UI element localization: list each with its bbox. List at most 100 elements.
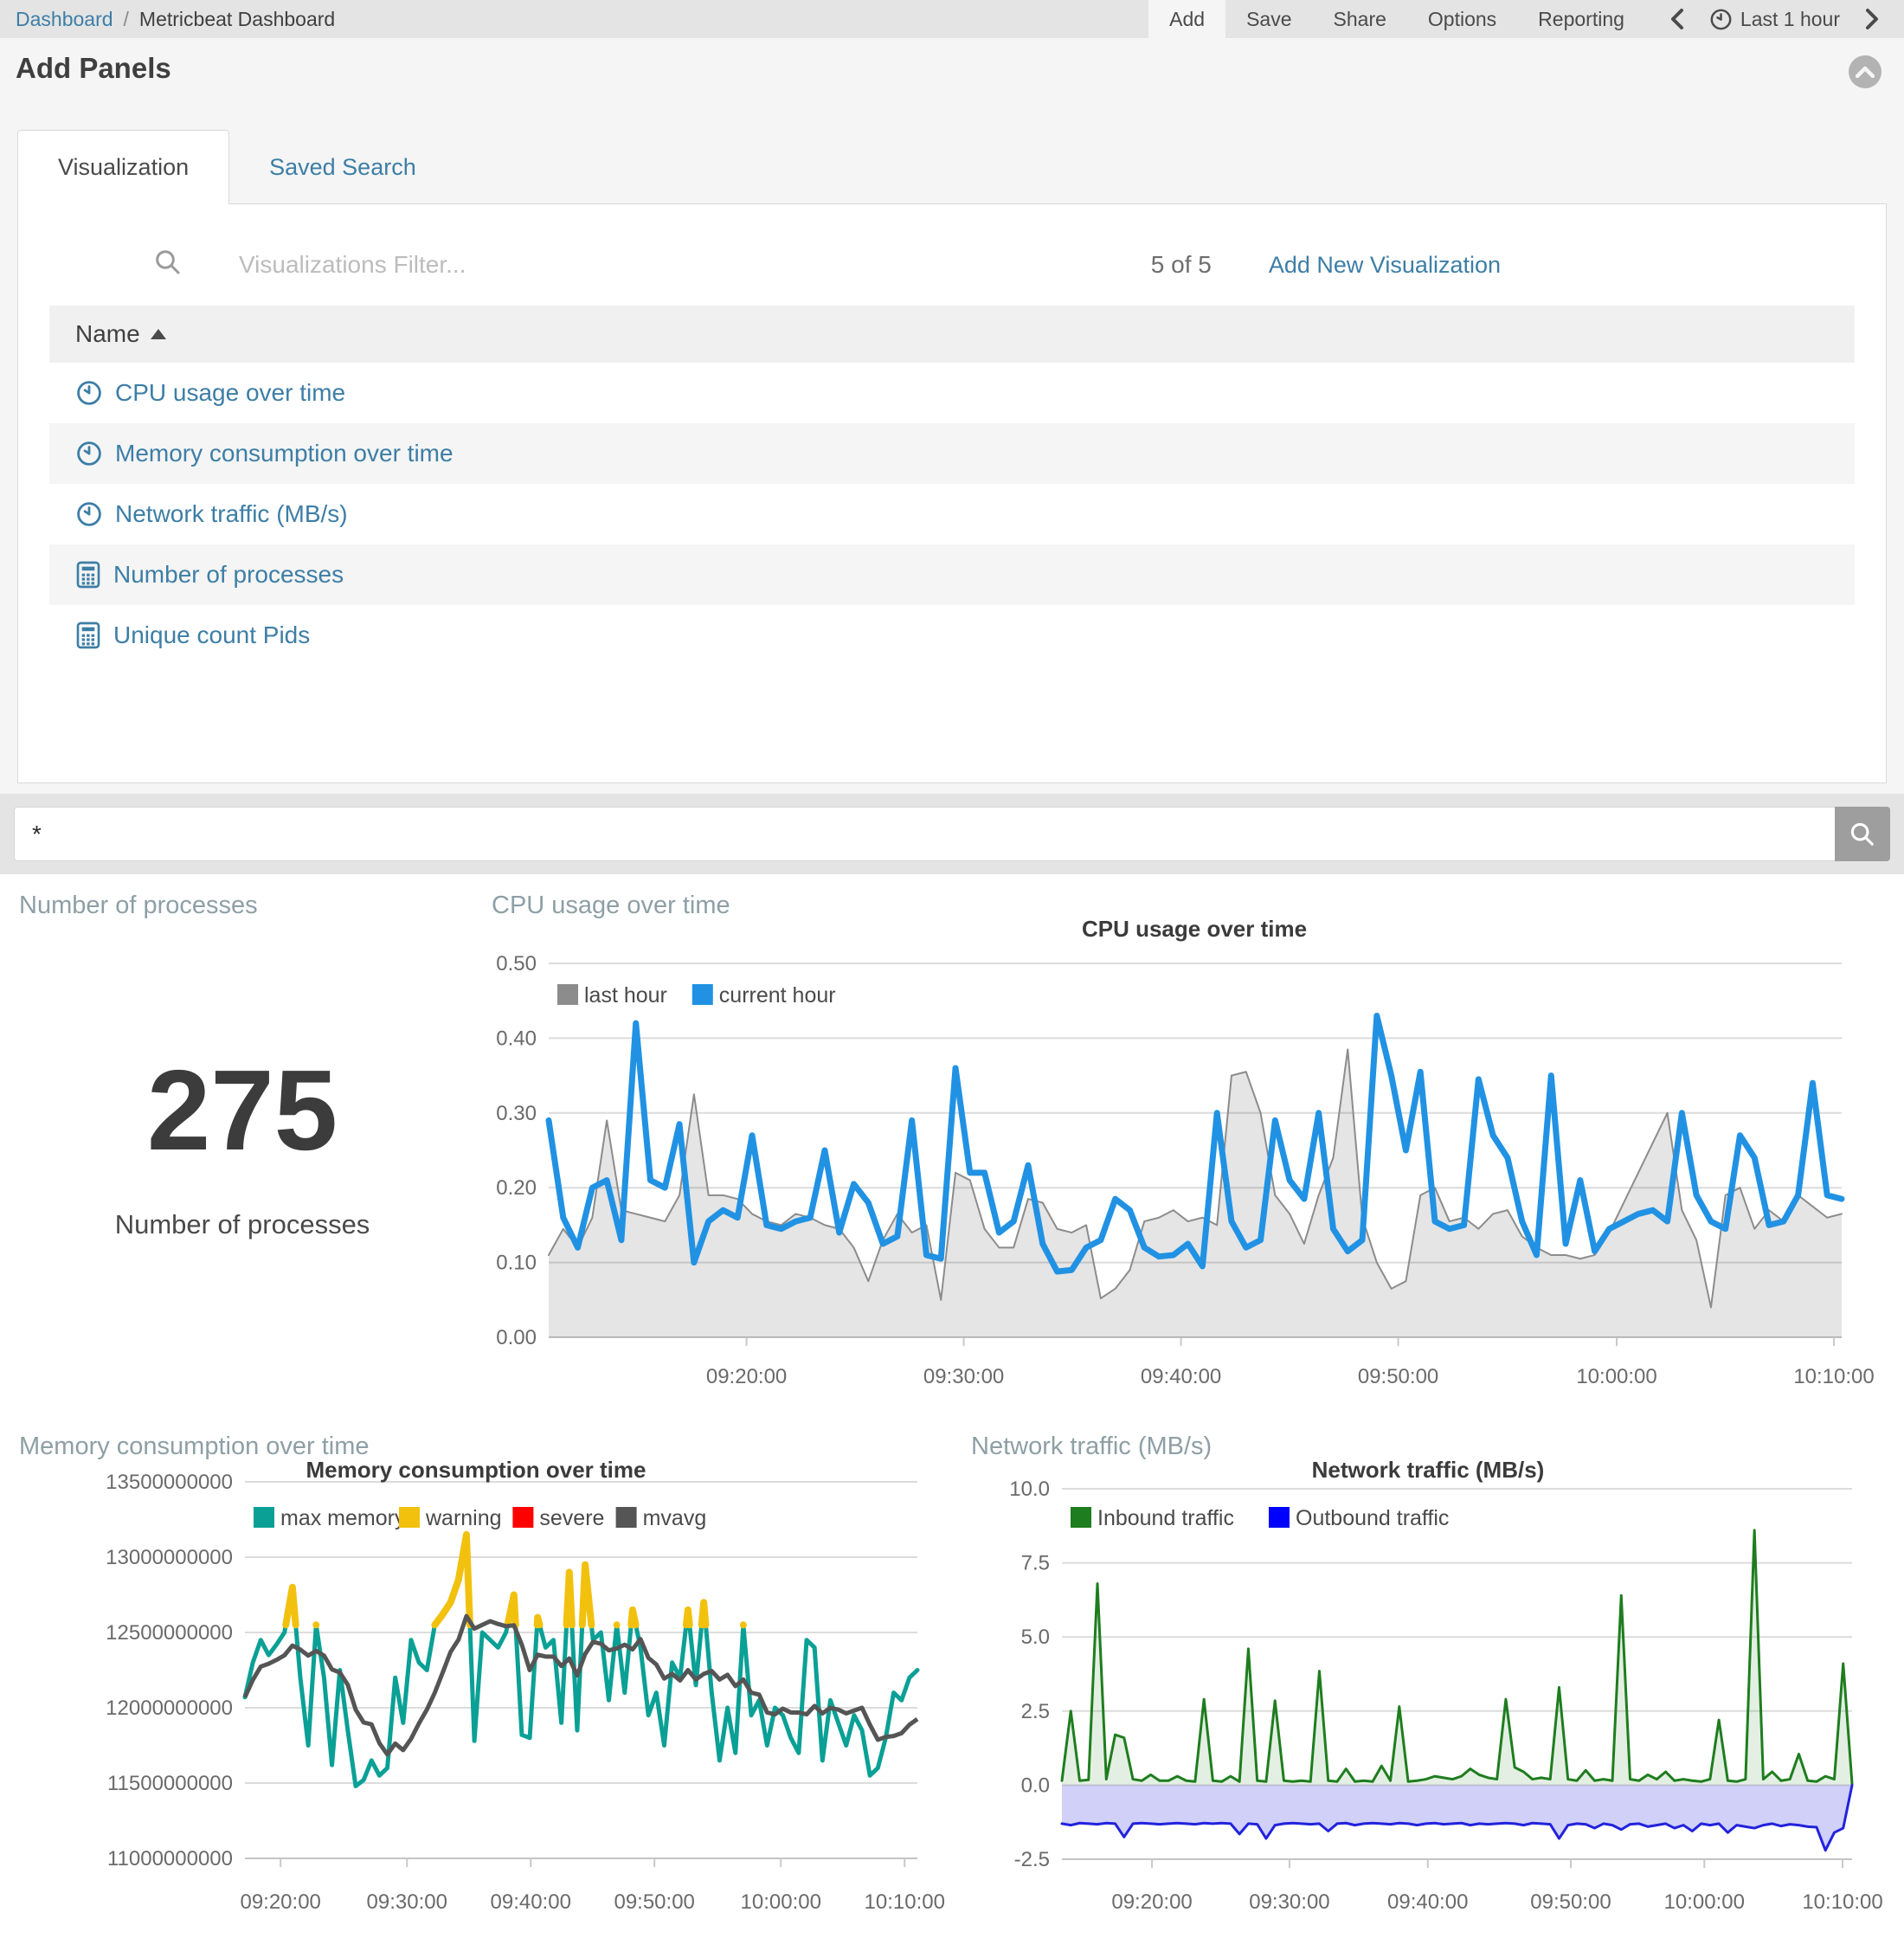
menu-item-reporting[interactable]: Reporting	[1538, 7, 1624, 30]
visualization-rows: CPU usage over time Memory consumption ov…	[49, 363, 1855, 666]
svg-text:12500000000: 12500000000	[106, 1621, 233, 1645]
svg-text:0.40: 0.40	[496, 1027, 537, 1050]
add-new-visualization-link[interactable]: Add New Visualization	[1268, 251, 1501, 278]
svg-text:09:40:00: 09:40:00	[1141, 1365, 1221, 1388]
time-back-button[interactable]	[1645, 8, 1709, 30]
panel-title: CPU usage over time	[492, 892, 730, 919]
time-range-label: Last 1 hour	[1740, 7, 1840, 30]
viz-list-item-unique-count-pids[interactable]: Unique count Pids	[49, 605, 1855, 666]
svg-text:09:50:00: 09:50:00	[1358, 1365, 1438, 1388]
menu-item-share[interactable]: Share	[1333, 7, 1386, 30]
legend-item-warning: warning	[399, 1506, 502, 1530]
menu-item-save[interactable]: Save	[1246, 7, 1292, 30]
breadcrumb-dashboard-link[interactable]: Dashboard	[16, 7, 113, 30]
query-bar	[0, 794, 1904, 874]
dashboard-grid: Number of processes 275 Number of proces…	[0, 874, 1904, 1934]
tab-saved-search-label: Saved Search	[269, 153, 416, 180]
svg-text:09:50:00: 09:50:00	[614, 1890, 694, 1914]
svg-text:0.20: 0.20	[496, 1176, 537, 1200]
svg-text:Network traffic (MB/s): Network traffic (MB/s)	[1312, 1457, 1545, 1483]
viz-list-item-cpu-usage-over-time[interactable]: CPU usage over time	[49, 363, 1855, 423]
search-icon	[152, 247, 183, 282]
svg-text:0.00: 0.00	[496, 1326, 537, 1349]
search-icon	[1850, 822, 1874, 846]
svg-text:warning: warning	[425, 1506, 502, 1530]
svg-text:0.0: 0.0	[1021, 1774, 1050, 1797]
svg-text:09:20:00: 09:20:00	[706, 1365, 787, 1388]
svg-text:2.5: 2.5	[1021, 1700, 1050, 1723]
viz-list-item-label: Network traffic (MB/s)	[115, 500, 348, 527]
viz-list-item-label: CPU usage over time	[115, 379, 346, 406]
add-panels-title: Add Panels	[16, 52, 171, 84]
query-input[interactable]	[14, 807, 1835, 861]
panel-title: Number of processes	[19, 892, 258, 919]
visualization-filter-row: 5 of 5 Add New Visualization	[18, 243, 1886, 287]
panel-memory-consumption: Memory consumption over time 11000000000…	[0, 1424, 952, 1934]
svg-text:10.0: 10.0	[1009, 1478, 1050, 1501]
cpu-usage-chart[interactable]: 0.00 0.10 0.20 0.30 0.40 0.50 09:20:00 09:30:00…	[485, 883, 1904, 1428]
svg-text:10:00:00: 10:00:00	[741, 1890, 821, 1914]
svg-text:13000000000: 13000000000	[106, 1546, 233, 1569]
visualizations-filter-input[interactable]	[239, 243, 1018, 287]
timeseries-icon	[75, 500, 103, 528]
tab-saved-search[interactable]: Saved Search	[229, 130, 456, 204]
svg-text:Memory consumption over time: Memory consumption over time	[306, 1457, 646, 1483]
legend-item-max-memory: max memory	[254, 1506, 406, 1530]
viz-list-item-label: Unique count Pids	[113, 621, 311, 648]
metric-icon	[75, 621, 101, 649]
viz-list-item-memory-consumption-over-time[interactable]: Memory consumption over time	[49, 423, 1855, 484]
memory-consumption-chart[interactable]: 11000000000 11500000000 12000000000 1250000…	[0, 1424, 952, 1934]
network-traffic-chart[interactable]: -2.5 0.0 2.5 5.0 7.5 10.0 09:20:00 09:30:00 09:4…	[952, 1424, 1904, 1934]
tab-visualization-label: Visualization	[58, 154, 190, 180]
metric-visualization: 275 Number of processes	[0, 1047, 485, 1240]
svg-text:09:40:00: 09:40:00	[491, 1890, 571, 1914]
query-search-button[interactable]	[1835, 807, 1890, 861]
tab-visualization[interactable]: Visualization	[17, 130, 230, 204]
svg-text:0.50: 0.50	[496, 952, 537, 975]
svg-text:10:00:00: 10:00:00	[1576, 1365, 1656, 1388]
legend-item-mvavg: mvavg	[615, 1506, 707, 1530]
svg-text:0.30: 0.30	[496, 1102, 537, 1125]
svg-text:Inbound traffic: Inbound traffic	[1097, 1506, 1234, 1530]
svg-text:09:50:00: 09:50:00	[1530, 1890, 1611, 1914]
svg-text:11000000000: 11000000000	[107, 1847, 233, 1870]
visualization-tab-content: 5 of 5 Add New Visualization Name CPU us…	[17, 203, 1887, 783]
panel-cpu-usage: CPU usage over time 0.00 0.10 0.20 0.30 0.40…	[485, 883, 1904, 1428]
panel-number-of-processes: Number of processes 275 Number of proces…	[0, 883, 485, 1411]
top-navbar: Dashboard / Metricbeat Dashboard Add Save…	[0, 0, 1904, 38]
time-picker: Last 1 hour	[1645, 0, 1904, 38]
metric-label: Number of processes	[114, 1209, 370, 1240]
svg-text:max memory: max memory	[280, 1506, 406, 1530]
svg-text:09:20:00: 09:20:00	[240, 1890, 320, 1914]
collapse-panel-button[interactable]	[1849, 55, 1881, 88]
svg-text:11500000000: 11500000000	[107, 1772, 233, 1795]
time-range-button[interactable]: Last 1 hour	[1709, 8, 1840, 31]
timeseries-icon	[75, 440, 103, 467]
panel-title: Memory consumption over time	[19, 1433, 370, 1460]
svg-text:mvavg: mvavg	[643, 1506, 707, 1530]
panel-title: Network traffic (MB/s)	[971, 1433, 1213, 1460]
menu-item-options[interactable]: Options	[1427, 7, 1497, 30]
list-header-name[interactable]: Name	[49, 306, 1855, 363]
metric-icon	[75, 561, 101, 589]
svg-text:10:00:00: 10:00:00	[1664, 1890, 1745, 1914]
sort-column-label: Name	[75, 320, 140, 347]
svg-text:10:10:00: 10:10:00	[1802, 1890, 1882, 1914]
timeseries-icon	[75, 379, 103, 407]
svg-text:09:40:00: 09:40:00	[1387, 1890, 1468, 1914]
add-panels-tabs: Visualization Saved Search	[17, 130, 456, 204]
viz-list-item-network-traffic-mb-s[interactable]: Network traffic (MB/s)	[49, 484, 1855, 544]
chevron-left-icon	[1670, 9, 1683, 29]
svg-text:09:30:00: 09:30:00	[367, 1890, 447, 1914]
top-menu: Add Save Share Options Reporting	[1148, 0, 1645, 38]
svg-text:Outbound traffic: Outbound traffic	[1296, 1506, 1449, 1530]
metric-value: 275	[146, 1046, 338, 1174]
legend-item-current-hour: current hour	[691, 983, 836, 1008]
svg-text:13500000000: 13500000000	[106, 1471, 233, 1494]
result-count: 5 of 5	[1150, 251, 1212, 278]
menu-item-add[interactable]: Add	[1148, 0, 1226, 38]
viz-list-item-number-of-processes[interactable]: Number of processes	[49, 544, 1855, 605]
chevron-up-icon	[1856, 66, 1875, 78]
legend-item-inbound-traffic: Inbound traffic	[1071, 1506, 1234, 1530]
time-forward-button[interactable]	[1840, 8, 1904, 30]
